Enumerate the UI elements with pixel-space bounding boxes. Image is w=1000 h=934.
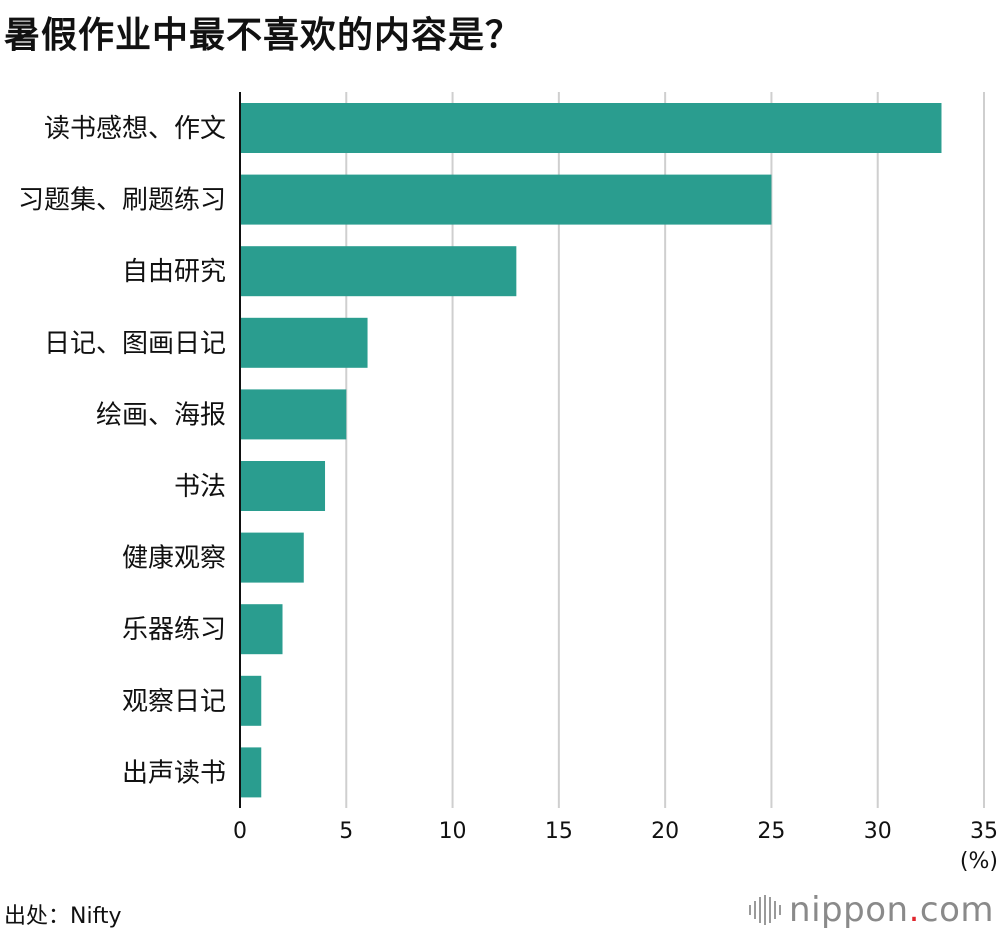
- bar-chart: 读书感想、作文习题集、刷题练习自由研究日记、图画日记绘画、海报书法健康观察乐器练…: [18, 92, 998, 874]
- category-label: 乐器练习: [122, 615, 226, 645]
- nippon-logo[interactable]: nippon.com: [749, 890, 994, 930]
- category-label: 自由研究: [122, 257, 226, 287]
- x-tick-label: 35: [970, 819, 998, 844]
- category-label: 读书感想、作文: [44, 114, 226, 144]
- category-label: 书法: [174, 472, 226, 502]
- category-label: 健康观察: [122, 544, 226, 574]
- x-tick-label: 20: [651, 819, 679, 844]
- bar: [240, 747, 262, 798]
- source-note: 出处：Nifty: [4, 904, 122, 929]
- nippon-logo-text: nippon.com: [789, 890, 994, 930]
- bar: [240, 389, 347, 440]
- x-tick-label: 25: [757, 819, 785, 844]
- bar: [240, 246, 517, 297]
- x-tick-label: 15: [545, 819, 573, 844]
- bar: [240, 604, 283, 655]
- x-unit-label: (%): [960, 849, 998, 874]
- bar: [240, 461, 326, 511]
- x-tick-label: 0: [233, 819, 247, 844]
- x-tick-label: 30: [864, 819, 892, 844]
- chart-title: 暑假作业中最不喜欢的内容是？: [4, 15, 523, 56]
- category-label: 出声读书: [122, 758, 226, 788]
- bar: [240, 317, 368, 368]
- bar: [240, 174, 772, 225]
- category-label: 绘画、海报: [96, 400, 226, 430]
- bar: [240, 532, 304, 583]
- category-label: 习题集、刷题练习: [18, 186, 226, 216]
- bar: [240, 103, 942, 153]
- category-label: 观察日记: [122, 687, 226, 717]
- x-tick-label: 5: [339, 819, 353, 844]
- nippon-logo-bars-icon: [749, 895, 782, 925]
- category-label: 日记、图画日记: [44, 329, 226, 359]
- x-tick-label: 10: [439, 819, 467, 844]
- bar: [240, 675, 262, 726]
